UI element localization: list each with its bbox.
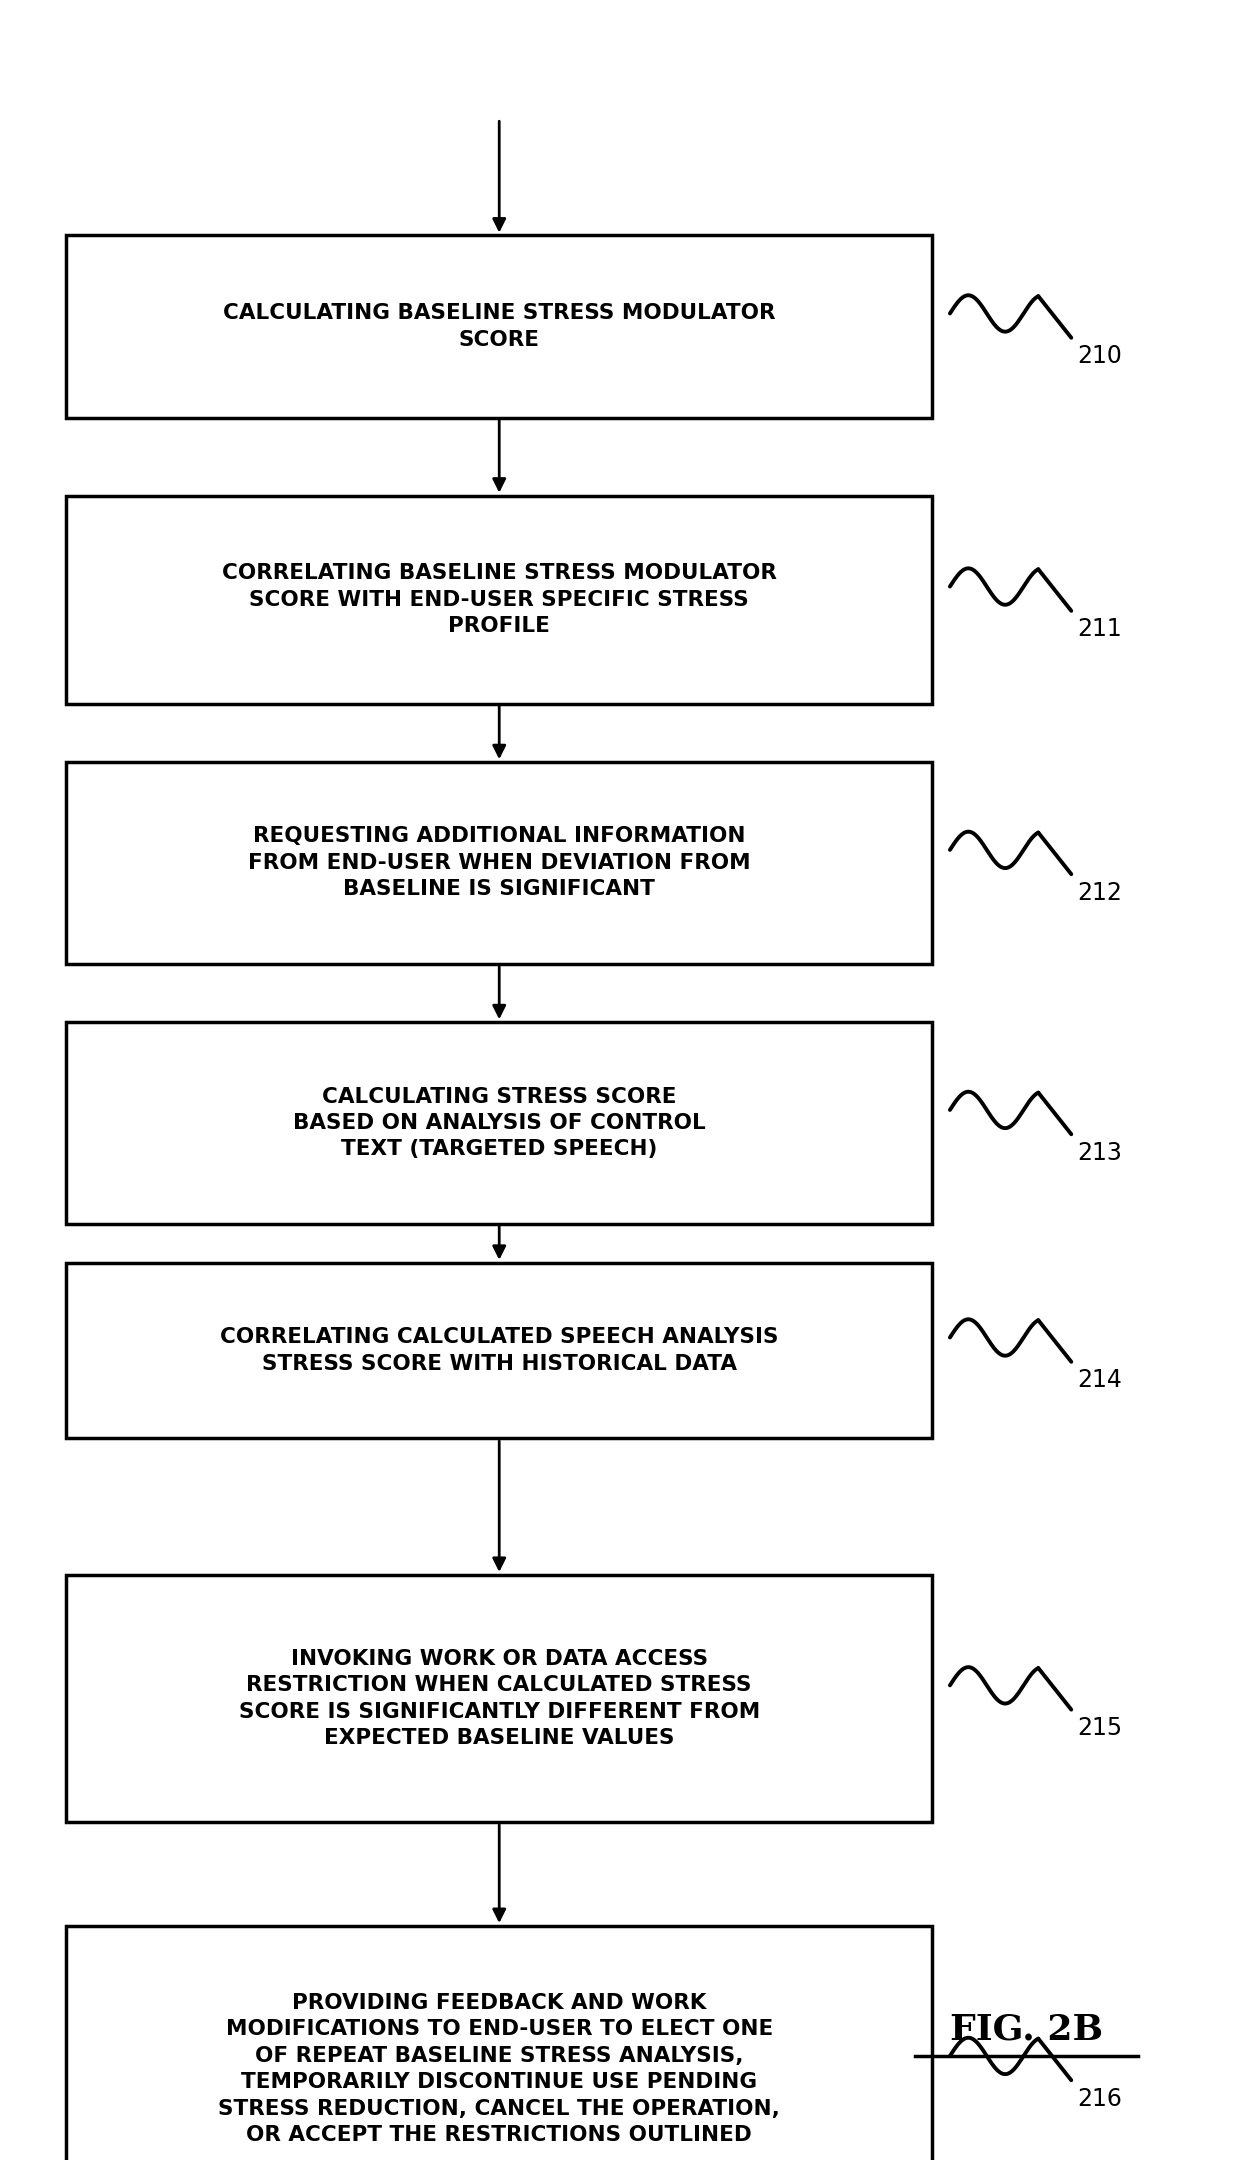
- FancyBboxPatch shape: [66, 1263, 932, 1439]
- Text: REQUESTING ADDITIONAL INFORMATION
FROM END-USER WHEN DEVIATION FROM
BASELINE IS : REQUESTING ADDITIONAL INFORMATION FROM E…: [248, 826, 750, 899]
- FancyBboxPatch shape: [66, 496, 932, 704]
- Text: 213: 213: [1078, 1140, 1122, 1164]
- Text: 214: 214: [1078, 1367, 1122, 1393]
- Text: 211: 211: [1078, 618, 1122, 641]
- Text: CORRELATING BASELINE STRESS MODULATOR
SCORE WITH END-USER SPECIFIC STRESS
PROFIL: CORRELATING BASELINE STRESS MODULATOR SC…: [222, 563, 776, 635]
- Text: 216: 216: [1078, 2087, 1122, 2111]
- Text: CALCULATING BASELINE STRESS MODULATOR
SCORE: CALCULATING BASELINE STRESS MODULATOR SC…: [223, 303, 775, 349]
- Text: 210: 210: [1078, 345, 1122, 368]
- FancyBboxPatch shape: [66, 1023, 932, 1224]
- Text: INVOKING WORK OR DATA ACCESS
RESTRICTION WHEN CALCULATED STRESS
SCORE IS SIGNIFI: INVOKING WORK OR DATA ACCESS RESTRICTION…: [238, 1649, 760, 1749]
- FancyBboxPatch shape: [66, 1575, 932, 1822]
- Text: 215: 215: [1078, 1716, 1122, 1740]
- Text: PROVIDING FEEDBACK AND WORK
MODIFICATIONS TO END-USER TO ELECT ONE
OF REPEAT BAS: PROVIDING FEEDBACK AND WORK MODIFICATION…: [218, 1994, 780, 2145]
- Text: FIG. 2B: FIG. 2B: [950, 2013, 1104, 2048]
- Text: CORRELATING CALCULATED SPEECH ANALYSIS
STRESS SCORE WITH HISTORICAL DATA: CORRELATING CALCULATED SPEECH ANALYSIS S…: [219, 1328, 779, 1374]
- FancyBboxPatch shape: [66, 1926, 932, 2167]
- Text: CALCULATING STRESS SCORE
BASED ON ANALYSIS OF CONTROL
TEXT (TARGETED SPEECH): CALCULATING STRESS SCORE BASED ON ANALYS…: [293, 1086, 706, 1159]
- Text: 212: 212: [1078, 880, 1122, 904]
- FancyBboxPatch shape: [66, 763, 932, 964]
- FancyBboxPatch shape: [66, 236, 932, 418]
